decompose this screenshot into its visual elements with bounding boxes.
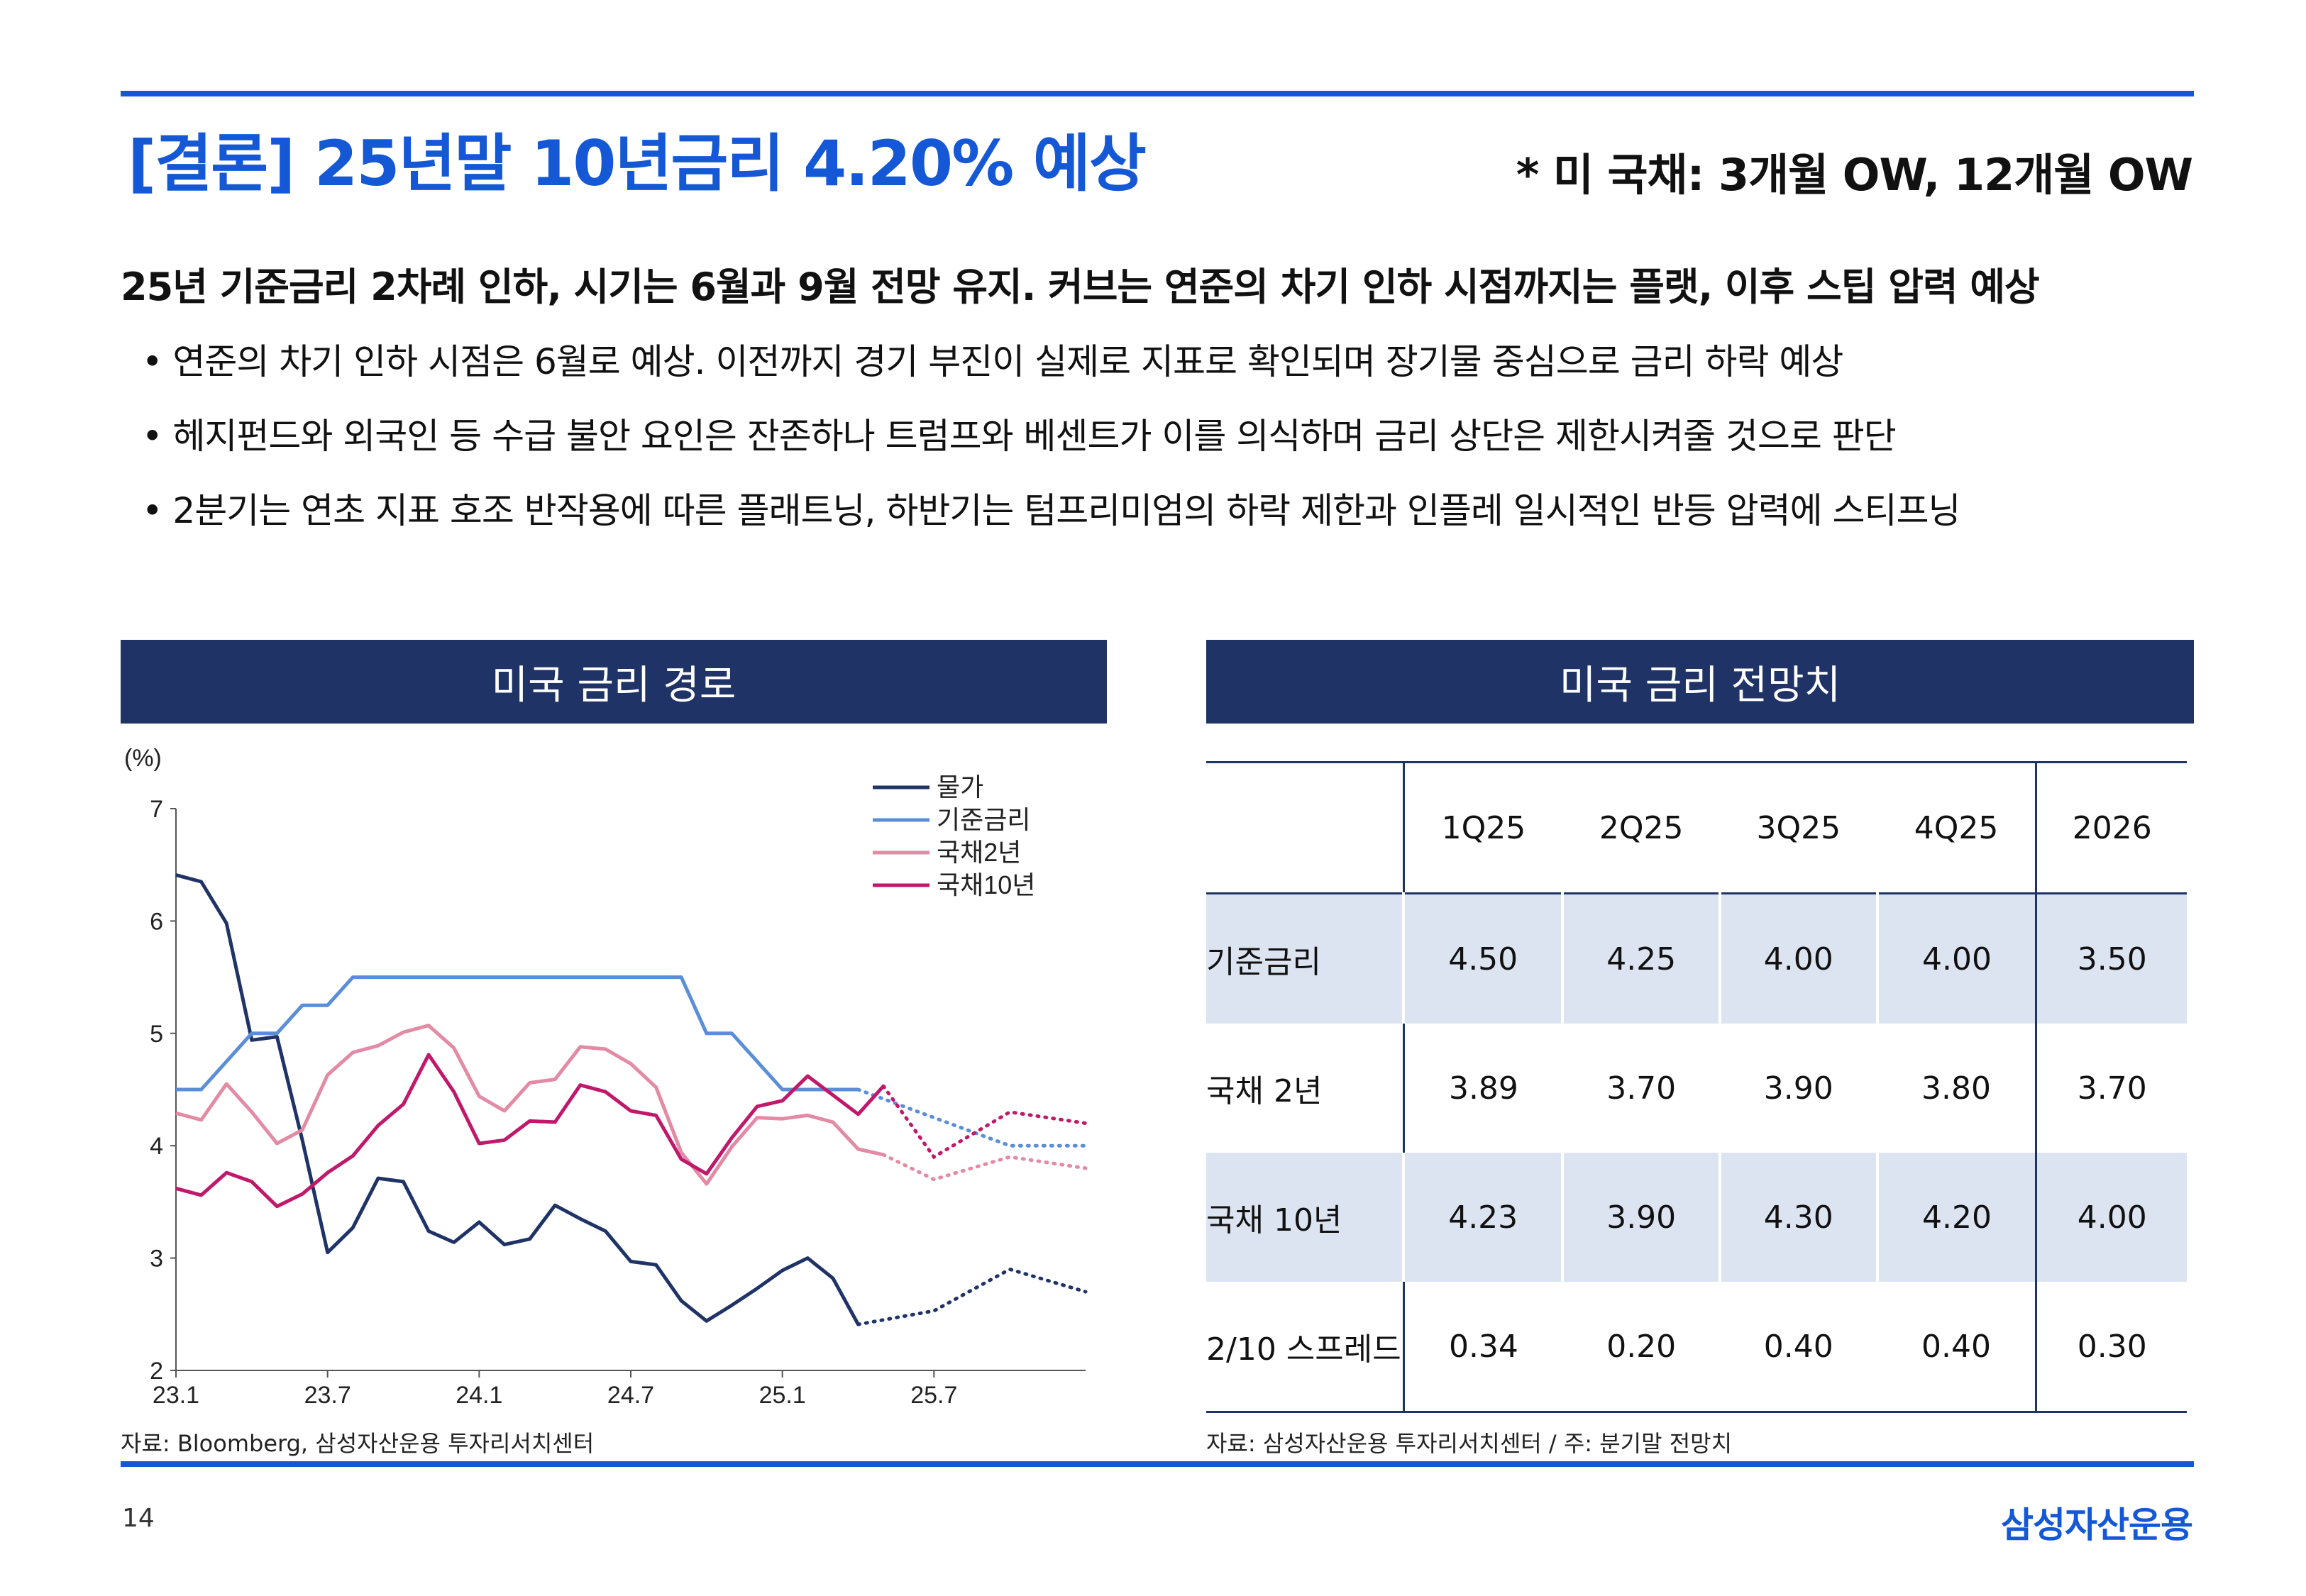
y-axis-label: (%)	[124, 745, 162, 772]
y-tick-label: 5	[150, 1021, 163, 1048]
x-tick-label: 23.1	[153, 1382, 199, 1409]
table-cell: 3.90	[1763, 1070, 1833, 1107]
table-cell: 4.00	[1718, 893, 1877, 1024]
y-tick-label: 6	[150, 908, 163, 935]
company-logo: 삼성자산운용	[2001, 1504, 2193, 1546]
right-panel-title: 미국 금리 전망치	[1206, 640, 2194, 724]
x-tick-label: 24.7	[607, 1382, 654, 1409]
col-header: 3Q25	[1719, 761, 1877, 894]
row-label: 2/10 스프레드	[1206, 1282, 1405, 1413]
top-rule	[121, 91, 2194, 96]
rating-note: * 미 국채: 3개월 OW, 12개월 OW	[1516, 149, 2193, 201]
series-line-forecast	[881, 1153, 1088, 1182]
x-tick-label: 25.1	[759, 1382, 806, 1409]
table-cell: 3.70	[2035, 1024, 2187, 1153]
series-line-actual	[175, 1053, 885, 1209]
table-header-row: 1Q25 2Q25 3Q25 4Q25 2026	[1206, 761, 2187, 894]
x-tick-label: 23.7	[304, 1382, 351, 1409]
table-cell: 0.30	[2035, 1282, 2187, 1413]
table-cell: 4.00	[2035, 1153, 2187, 1282]
series-line-actual	[176, 975, 859, 1092]
bullet-item: • 연준의 차기 인하 시점은 6월로 예상. 이전까지 경기 부진이 실제로 …	[142, 341, 1843, 382]
table-cell: 4.50	[1401, 893, 1563, 1024]
series-line-actual	[175, 873, 860, 1326]
table-cell: 0.34	[1403, 1282, 1563, 1413]
left-source: 자료: Bloomberg, 삼성자산운용 투자리서치센터	[121, 1430, 595, 1457]
page-number: 14	[122, 1504, 155, 1533]
table-row: 국채 2년 3.89 3.70 3.90 3.80 3.70	[1206, 1024, 2187, 1153]
row-label: 국채 10년	[1206, 1153, 1405, 1282]
table-row: 기준금리 4.50 4.25 4.00 4.00 3.50	[1206, 893, 2187, 1024]
legend-label: 국채10년	[937, 870, 1035, 899]
table-cell: 3.90	[1561, 1153, 1720, 1282]
series-line-forecast	[856, 1087, 1088, 1148]
table-cell: 4.00	[1875, 893, 2036, 1024]
series-line-forecast	[881, 1084, 1088, 1160]
row-label: 기준금리	[1206, 893, 1405, 1024]
right-source: 자료: 삼성자산운용 투자리서치센터 / 주: 분기말 전망치	[1206, 1430, 1733, 1457]
y-tick-label: 7	[150, 796, 163, 823]
bottom-rule	[121, 1461, 2194, 1467]
table-cell: 0.40	[1877, 1282, 2036, 1413]
page-title: [결론] 25년말 10년금리 4.20% 예상	[128, 127, 1147, 200]
legend-label: 기준금리	[937, 805, 1030, 834]
table-row: 국채 10년 4.23 3.90 4.30 4.20 4.00	[1206, 1153, 2187, 1282]
series-line-forecast	[856, 1267, 1088, 1326]
legend-label: 물가	[937, 772, 983, 802]
col-header: 4Q25	[1877, 761, 2036, 894]
col-header: 1Q25	[1403, 761, 1563, 894]
table-cell: 3.89	[1448, 1070, 1518, 1107]
header-corner	[1206, 761, 1405, 894]
table-cell: 4.30	[1718, 1153, 1877, 1282]
table-row: 2/10 스프레드 0.34 0.20 0.40 0.40 0.30	[1206, 1282, 2187, 1413]
x-tick-label: 24.1	[456, 1382, 502, 1409]
table-cell: 0.40	[1719, 1282, 1877, 1413]
row-label: 국채 2년	[1206, 1024, 1405, 1153]
chart-lines	[175, 873, 1088, 1326]
col-header: 2026	[2035, 761, 2187, 894]
col-header: 2Q25	[1562, 761, 1720, 894]
table-cell: 3.50	[2035, 893, 2187, 1024]
bullet-item: • 2분기는 연초 지표 호조 반작용에 따른 플래트닝, 하반기는 텀프리미엄…	[142, 490, 1960, 531]
chart-axes: (%) 2 3 4 5 6 7 23.1 23.7 24.1 24.7 25.1 25.7	[124, 745, 1086, 1409]
x-tick-label: 25.7	[910, 1382, 957, 1409]
table-cell: 4.25	[1561, 893, 1720, 1024]
forecast-table: 1Q25 2Q25 3Q25 4Q25 2026 기준금리 4.50 4.25 …	[1206, 761, 2187, 1413]
y-tick-label: 2	[150, 1358, 163, 1385]
left-panel-title: 미국 금리 경로	[121, 640, 1107, 724]
table-cell: 4.20	[1875, 1153, 2036, 1282]
legend-label: 국채2년	[937, 838, 1021, 867]
subheading: 25년 기준금리 2차례 인하, 시기는 6월과 9월 전망 유지. 커브는 연…	[121, 265, 2040, 309]
table-cell: 4.23	[1401, 1153, 1563, 1282]
series-line-actual	[175, 1024, 884, 1186]
y-tick-label: 3	[150, 1246, 163, 1273]
table-cell: 3.70	[1606, 1070, 1677, 1107]
rate-path-chart: (%) 2 3 4 5 6 7 23.1 23.7 24.1 24.7 25.1 25.7 물가기준금리…	[124, 745, 1088, 1409]
bullet-item: • 헤지펀드와 외국인 등 수급 불안 요인은 잔존하나 트럼프와 베센트가 이…	[142, 416, 1897, 457]
table-cell: 3.80	[1921, 1070, 1991, 1107]
y-tick-label: 4	[150, 1133, 163, 1160]
table-cell: 0.20	[1562, 1282, 1720, 1413]
